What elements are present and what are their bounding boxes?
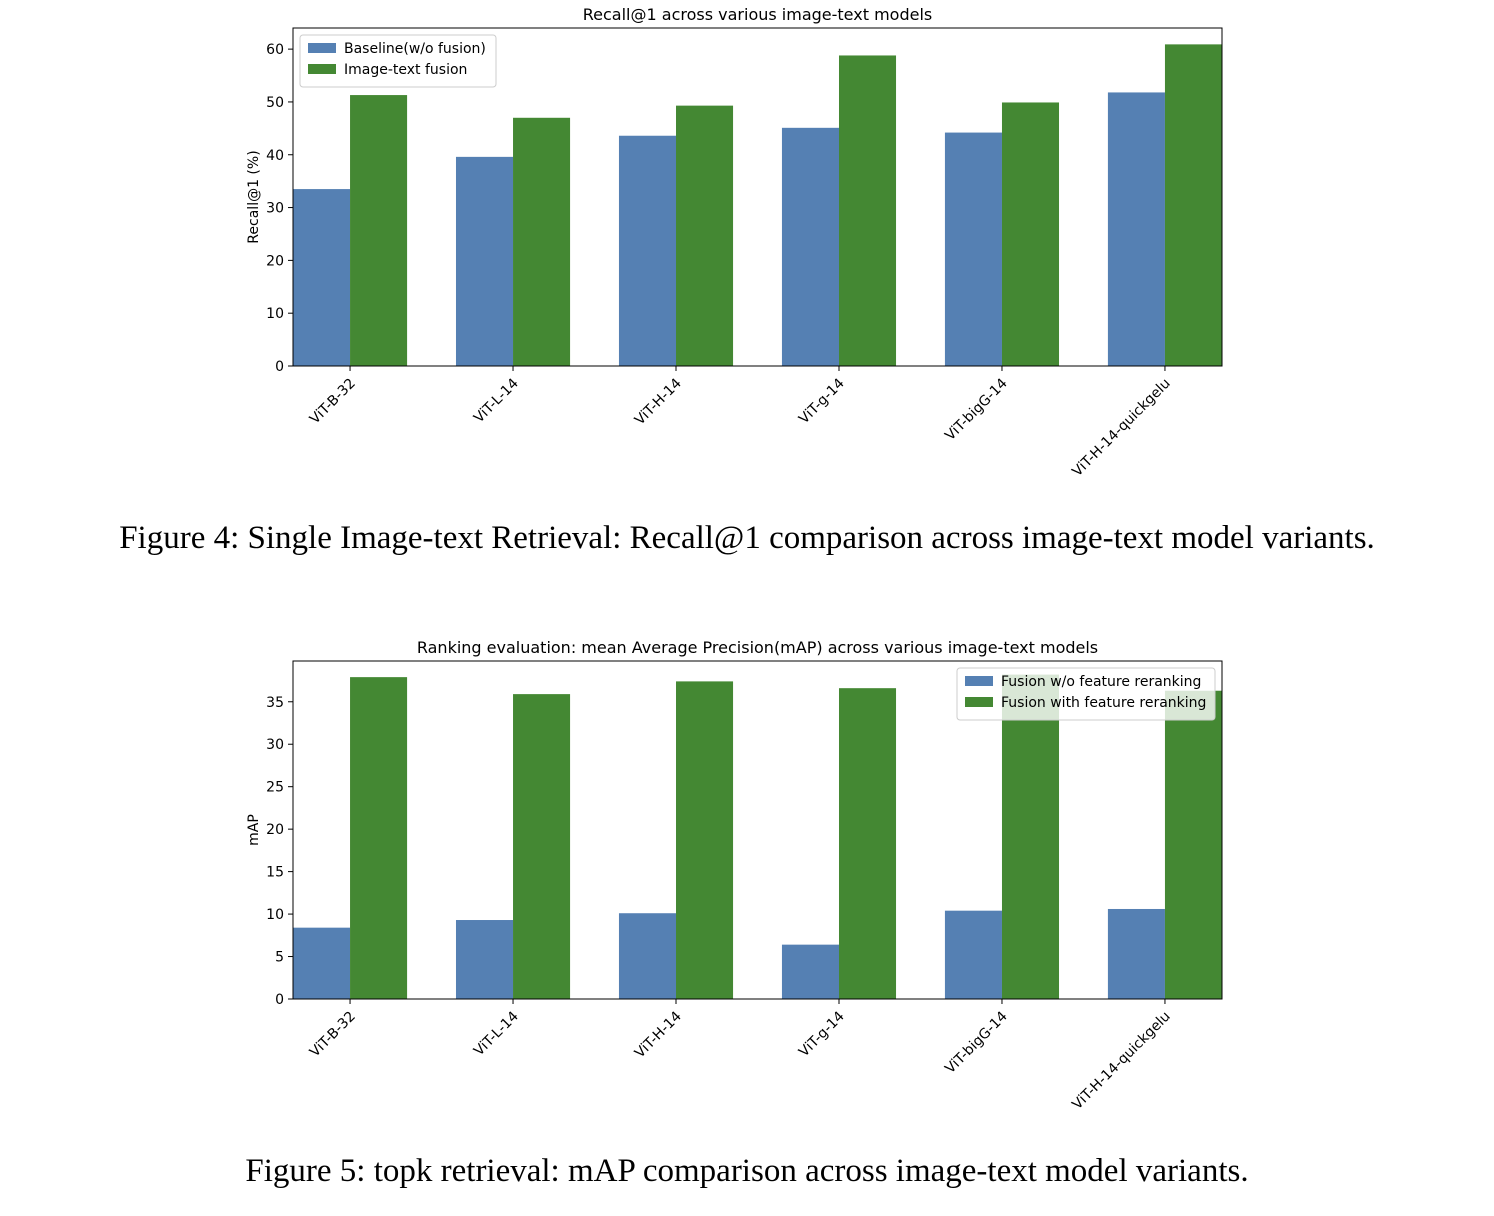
- x-tick-label: ViT-B-32: [307, 376, 359, 428]
- bar-1-5: [1164, 44, 1222, 366]
- map-chart: Ranking evaluation: mean Average Precisi…: [246, 638, 1223, 1113]
- bar-1-0: [350, 677, 408, 999]
- y-tick-label: 5: [275, 950, 284, 966]
- bar-1-2: [676, 681, 734, 999]
- x-tick-label: ViT-H-14: [632, 375, 685, 428]
- bar-1-5: [1164, 690, 1222, 999]
- legend-label-1: Fusion with feature reranking: [1001, 695, 1206, 711]
- bar-1-0: [350, 95, 408, 367]
- bar-1-2: [676, 105, 734, 367]
- bar-0-2: [618, 913, 677, 999]
- legend-swatch-1: [308, 64, 336, 74]
- bar-0-1: [455, 156, 514, 366]
- x-tick-label: ViT-L-14: [471, 375, 522, 426]
- y-tick-label: 0: [275, 992, 284, 1008]
- y-axis-label: mAP: [246, 814, 262, 846]
- legend-label-1: Image-text fusion: [344, 62, 467, 78]
- x-tick-label: ViT-H-14-quickgelu: [1069, 376, 1173, 480]
- bar-1-1: [513, 694, 571, 999]
- x-tick-label: ViT-bigG-14: [942, 1008, 1011, 1077]
- bar-0-3: [781, 944, 839, 999]
- x-tick-label: ViT-bigG-14: [942, 375, 1011, 444]
- y-axis-label: Recall@1 (%): [246, 150, 262, 243]
- bar-0-0: [293, 927, 351, 999]
- legend-box: [956, 667, 1216, 721]
- bar-0-4: [944, 132, 1002, 366]
- y-tick-label: 20: [266, 822, 284, 838]
- y-tick-label: 30: [266, 737, 284, 753]
- plot-frame: [292, 660, 1223, 1000]
- x-tick-label: ViT-g-14: [796, 375, 848, 427]
- y-tick-label: 10: [266, 907, 284, 923]
- figure-5-caption: Figure 5: topk retrieval: mAP comparison…: [245, 1153, 1249, 1189]
- legend-box: [299, 34, 497, 88]
- x-tick-label: ViT-H-14-quickgelu: [1069, 1009, 1173, 1113]
- legend-label-0: Baseline(w/o fusion): [344, 41, 486, 57]
- y-tick-label: 15: [266, 865, 284, 881]
- x-tick-label: ViT-L-14: [471, 1008, 522, 1059]
- bar-1-4: [1001, 674, 1060, 999]
- bar-0-1: [455, 920, 514, 999]
- bar-0-2: [618, 135, 677, 366]
- bar-0-5: [1107, 92, 1165, 367]
- y-tick-label: 40: [266, 148, 284, 164]
- plot-frame: [292, 27, 1223, 367]
- legend-swatch-0: [308, 43, 336, 53]
- figure-4-caption: Figure 4: Single Image-text Retrieval: R…: [119, 520, 1375, 556]
- chart-title: Ranking evaluation: mean Average Precisi…: [417, 638, 1098, 657]
- legend-swatch-1: [965, 697, 993, 707]
- bar-0-3: [781, 127, 839, 366]
- bar-1-1: [513, 117, 571, 366]
- recall-chart: Recall@1 across various image-text model…: [246, 5, 1223, 480]
- y-tick-label: 35: [266, 695, 284, 711]
- chart-title: Recall@1 across various image-text model…: [583, 5, 932, 24]
- x-tick-label: ViT-H-14: [632, 1008, 685, 1061]
- bar-0-4: [944, 910, 1002, 999]
- x-tick-label: ViT-B-32: [307, 1009, 359, 1061]
- y-tick-label: 50: [266, 95, 284, 111]
- bar-0-0: [293, 189, 351, 366]
- y-tick-label: 20: [266, 253, 284, 269]
- legend-swatch-0: [965, 676, 993, 686]
- bar-1-4: [1001, 102, 1060, 366]
- y-tick-label: 60: [266, 42, 284, 58]
- y-tick-label: 25: [266, 780, 284, 796]
- bar-1-3: [838, 688, 897, 999]
- x-tick-label: ViT-g-14: [796, 1008, 848, 1060]
- bar-0-5: [1107, 908, 1165, 999]
- y-tick-label: 30: [266, 201, 284, 217]
- bar-1-3: [838, 55, 897, 367]
- y-tick-label: 10: [266, 306, 284, 322]
- legend-label-0: Fusion w/o feature reranking: [1001, 674, 1201, 690]
- y-tick-label: 0: [275, 359, 284, 375]
